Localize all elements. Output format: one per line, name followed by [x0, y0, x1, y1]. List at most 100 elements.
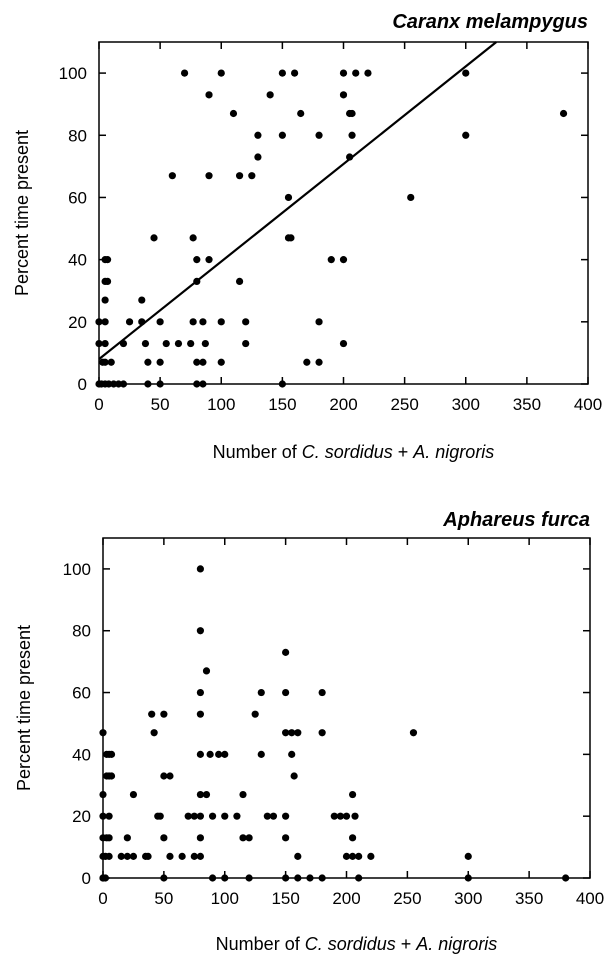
aphareus-y-axis-label: Percent time present: [14, 625, 34, 791]
aphareus-data-point: [288, 729, 296, 737]
aphareus-data-point: [178, 852, 186, 860]
caranx-data-point: [138, 318, 146, 326]
caranx-data-point: [217, 69, 225, 77]
caranx-data-point: [315, 131, 323, 139]
aphareus-data-point: [239, 834, 247, 842]
caranx-data-point: [278, 131, 286, 139]
aphareus-data-point: [562, 874, 570, 882]
caranx-data-point: [189, 318, 197, 326]
caranx-data-point: [462, 131, 470, 139]
caranx-data-point: [217, 318, 225, 326]
aphareus-data-point: [107, 750, 116, 758]
caranx-data-point: [339, 339, 348, 348]
caranx-x-axis-label-part: A. nigroris: [412, 442, 494, 462]
aphareus-data-point: [294, 852, 302, 860]
aphareus-data-point: [409, 729, 418, 737]
caranx-data-point: [339, 256, 348, 264]
caranx-data-point: [144, 380, 152, 388]
caranx-data-point: [235, 172, 244, 180]
aphareus-data-point: [318, 874, 326, 882]
aphareus-data-point: [282, 874, 290, 882]
caranx-data-point: [103, 277, 112, 285]
aphareus-data-point: [367, 852, 375, 860]
aphareus-x-tick-label: 0: [98, 889, 107, 908]
caranx-x-tick-label: 350: [513, 395, 541, 414]
aphareus-data-point: [351, 812, 359, 820]
aphareus-y-tick-label: 60: [72, 684, 91, 703]
aphareus-data-point: [282, 834, 290, 842]
caranx-data-point: [254, 131, 262, 139]
caranx-data-point: [187, 339, 195, 348]
aphareus-data-point: [184, 812, 192, 820]
aphareus-y-tick-label: 0: [82, 869, 91, 888]
aphareus-x-tick-label: 400: [576, 889, 604, 908]
aphareus-data-point: [202, 790, 211, 799]
caranx-x-tick-label: 50: [151, 395, 170, 414]
aphareus-data-point: [330, 812, 338, 820]
caranx-data-point: [205, 256, 213, 264]
aphareus-data-point: [150, 729, 158, 737]
caranx-data-point: [287, 234, 295, 242]
aphareus-data-point: [342, 812, 351, 820]
caranx-data-point: [156, 358, 164, 366]
aphareus-x-axis-label: Number of C. sordidus + A. nigroris: [216, 934, 498, 954]
aphareus-x-tick-label: 200: [332, 889, 360, 908]
aphareus-data-point: [148, 710, 156, 718]
aphareus-data-point: [117, 852, 125, 860]
caranx-scatter-plot: 0 50 100 150 200 250 300 350 400 0 20 40 60 80 100 Cara…: [12, 11, 602, 462]
caranx-x-tick-label: 100: [207, 395, 235, 414]
caranx-data-point: [193, 256, 201, 264]
caranx-data-point: [168, 172, 176, 180]
aphareus-data-point: [99, 874, 107, 882]
caranx-title: Caranx melampygus: [392, 11, 588, 33]
caranx-data-point: [462, 69, 470, 77]
caranx-y-tick-label: 40: [68, 251, 87, 270]
aphareus-data-point: [251, 710, 259, 718]
caranx-data-point: [205, 91, 213, 99]
caranx-data-point: [327, 256, 335, 264]
caranx-data-point: [229, 109, 238, 118]
caranx-y-tick-label: 100: [59, 64, 87, 83]
caranx-x-axis-label-part: +: [393, 442, 414, 462]
caranx-data-point: [101, 296, 109, 304]
caranx-data-point: [242, 339, 250, 348]
caranx-data-point: [291, 69, 299, 77]
aphareus-data-point: [196, 688, 204, 697]
caranx-data-point: [266, 91, 274, 99]
aphareus-plot-frame: [102, 537, 591, 879]
caranx-data-point: [162, 339, 170, 348]
aphareus-x-axis-label-part: A. nigroris: [415, 934, 497, 954]
caranx-data-point: [193, 277, 201, 285]
aphareus-data-point: [215, 750, 223, 758]
caranx-data-point: [297, 109, 305, 118]
caranx-y-tick-label: 0: [78, 375, 87, 394]
aphareus-data-point: [208, 874, 217, 882]
caranx-x-axis-label: Number of C. sordidus + A. nigroris: [213, 442, 495, 462]
aphareus-data-point: [464, 874, 472, 882]
caranx-data-point: [348, 109, 356, 118]
caranx-data-point: [315, 358, 323, 366]
aphareus-data-point: [282, 729, 290, 737]
caranx-data-point: [150, 234, 158, 242]
caranx-data-point: [339, 69, 348, 77]
caranx-data-point: [205, 172, 213, 180]
caranx-data-point: [125, 318, 134, 326]
aphareus-x-tick-label: 300: [454, 889, 482, 908]
aphareus-data-point: [160, 772, 168, 780]
aphareus-data-point: [464, 852, 472, 860]
aphareus-data-point: [129, 852, 138, 860]
caranx-y-axis-label: Percent time present: [12, 130, 32, 296]
caranx-data-point: [103, 256, 112, 264]
caranx-data-point: [95, 339, 103, 348]
caranx-data-point: [559, 109, 568, 118]
aphareus-data-point: [160, 874, 168, 882]
aphareus-data-point: [99, 812, 107, 820]
caranx-data-point: [303, 358, 311, 366]
aphareus-data-point: [105, 852, 113, 860]
aphareus-data-point: [196, 790, 204, 799]
aphareus-data-point: [221, 874, 229, 882]
caranx-y-tick-label: 20: [68, 313, 87, 332]
caranx-y-tick-label: 80: [68, 126, 87, 145]
aphareus-x-axis-label-part: +: [396, 934, 417, 954]
caranx-data-point: [352, 69, 360, 77]
